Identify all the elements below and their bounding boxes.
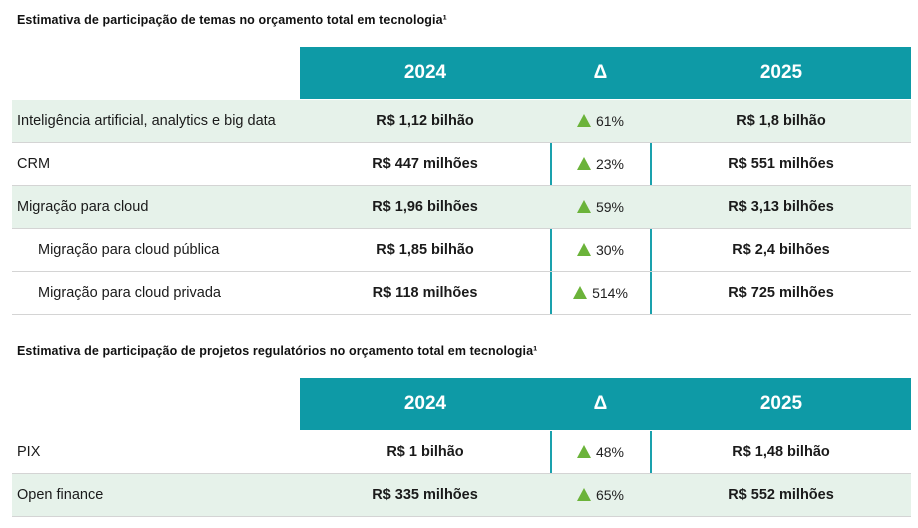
delta-value: 61% (595, 113, 625, 129)
section-2-title: Estimativa de participação de projetos r… (17, 344, 538, 358)
delta-cell: 514% (550, 285, 651, 301)
value-2024: R$ 1 bilhão (386, 444, 464, 460)
table-row: CRM R$ 447 milhões 23% R$ 551 milhões (12, 143, 911, 186)
value-2025: R$ 1,48 bilhão (732, 444, 830, 460)
delta-cell: 30% (550, 242, 651, 258)
delta-cell: 59% (550, 199, 651, 215)
row-label: Open finance (17, 487, 104, 503)
value-2025: R$ 1,8 bilhão (736, 113, 826, 129)
header-2025: 2025 (759, 62, 803, 83)
delta-cell: 23% (550, 156, 651, 172)
table-row: PIX R$ 1 bilhão 48% R$ 1,48 bilhão (12, 431, 911, 474)
delta-value: 59% (595, 199, 625, 215)
value-2025: R$ 551 milhões (728, 156, 834, 172)
table-row: Migração para cloud pública R$ 1,85 bilh… (12, 229, 911, 272)
delta-cell: 48% (550, 444, 651, 460)
header-delta: Δ (593, 393, 608, 414)
value-2024: R$ 447 milhões (372, 156, 478, 172)
value-2024: R$ 1,96 bilhões (372, 199, 478, 215)
delta-cell: 61% (550, 113, 651, 129)
row-label: Inteligência artificial, analytics e big… (17, 113, 276, 129)
header-delta: Δ (593, 62, 608, 83)
header-2024: 2024 (403, 62, 447, 83)
table-row: Open finance R$ 335 milhões 65% R$ 552 m… (12, 474, 911, 517)
row-label: Migração para cloud pública (38, 242, 220, 258)
value-2025: R$ 725 milhões (728, 285, 834, 301)
table-2: PIX R$ 1 bilhão 48% R$ 1,48 bilhão Open … (12, 431, 911, 517)
table-row: Migração para cloud R$ 1,96 bilhões 59% … (12, 186, 911, 229)
section-1-title: Estimativa de participação de temas no o… (17, 13, 447, 27)
table-row: Inteligência artificial, analytics e big… (12, 100, 911, 143)
up-arrow-icon (576, 444, 591, 458)
value-2024: R$ 335 milhões (372, 487, 478, 503)
table-1-header: 2024 Δ 2025 (300, 47, 911, 99)
delta-value: 30% (595, 242, 625, 258)
value-2025: R$ 3,13 bilhões (728, 199, 834, 215)
value-2024: R$ 118 milhões (372, 285, 478, 301)
up-arrow-icon (576, 199, 591, 213)
value-2024: R$ 1,12 bilhão (376, 113, 474, 129)
table-2-header: 2024 Δ 2025 (300, 378, 911, 430)
value-2024: R$ 1,85 bilhão (376, 242, 474, 258)
row-label: Migração para cloud (17, 199, 149, 215)
row-label: CRM (17, 156, 51, 172)
delta-value: 48% (595, 444, 625, 460)
up-arrow-icon (576, 487, 591, 501)
delta-value: 514% (592, 285, 628, 301)
value-2025: R$ 552 milhões (728, 487, 834, 503)
table-1: Inteligência artificial, analytics e big… (12, 100, 911, 315)
up-arrow-icon (576, 113, 591, 127)
delta-value: 65% (595, 487, 625, 503)
table-row: Migração para cloud privada R$ 118 milhõ… (12, 272, 911, 315)
delta-cell: 65% (550, 487, 651, 503)
row-label: Migração para cloud privada (38, 285, 221, 301)
row-label: PIX (17, 444, 41, 460)
up-arrow-icon (573, 285, 588, 299)
up-arrow-icon (576, 242, 591, 256)
header-2024: 2024 (403, 393, 447, 414)
header-2025: 2025 (759, 393, 803, 414)
up-arrow-icon (576, 156, 591, 170)
delta-value: 23% (595, 156, 625, 172)
value-2025: R$ 2,4 bilhões (732, 242, 830, 258)
